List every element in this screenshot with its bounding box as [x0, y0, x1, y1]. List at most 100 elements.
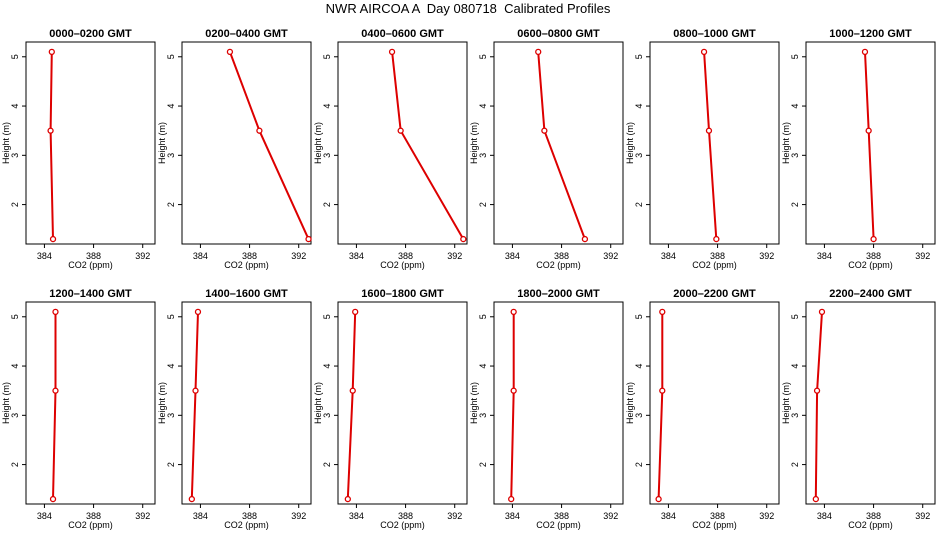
profile-panel: 0000–0200 GMT 384 388 392 2 3 4 5 CO2 (ppm) Heigh… [1, 28, 156, 270]
plot-frame [337, 41, 468, 245]
data-point [813, 387, 821, 394]
profile-panel: 1600–1800 GMT 384 388 392 2 3 4 5 CO2 (ppm) Heigh… [313, 288, 468, 530]
y-tick-label: 5 [322, 314, 332, 319]
panel-title: 0400–0600 GMT [361, 28, 444, 40]
data-point [226, 48, 234, 56]
y-tick-label: 3 [322, 153, 332, 158]
x-axis-label: CO2 (ppm) [536, 260, 581, 270]
y-tick-label: 5 [10, 54, 20, 59]
data-point [865, 127, 872, 134]
data-point [700, 48, 708, 56]
x-tick-label: 388 [86, 251, 101, 261]
y-axis-label: Height (m) [1, 122, 11, 164]
profile-line [391, 51, 465, 240]
y-tick-label: 4 [10, 104, 20, 109]
profile-panel: 0800–1000 GMT 384 388 392 2 3 4 5 CO2 (ppm) Heigh… [625, 28, 780, 270]
x-tick-label: 384 [661, 251, 676, 261]
y-tick-label: 2 [478, 202, 488, 207]
data-point [305, 235, 312, 243]
data-point [581, 235, 589, 243]
y-tick-label: 5 [10, 314, 20, 319]
x-axis-label: CO2 (ppm) [536, 520, 581, 530]
data-point [713, 235, 720, 243]
y-tick-label: 3 [634, 153, 644, 158]
y-tick-label: 2 [10, 462, 20, 467]
plot-frame [25, 301, 156, 505]
x-tick-label: 392 [447, 511, 462, 521]
x-axis-label: CO2 (ppm) [692, 260, 737, 270]
profile-panel: 0600–0800 GMT 384 388 392 2 3 4 5 CO2 (ppm) Heigh… [469, 28, 624, 270]
x-tick-label: 392 [291, 251, 306, 261]
data-point [812, 495, 819, 503]
y-tick-label: 2 [478, 462, 488, 467]
x-axis-label: CO2 (ppm) [848, 260, 893, 270]
y-tick-label: 3 [790, 153, 800, 158]
x-tick-label: 384 [817, 251, 832, 261]
x-tick-label: 388 [398, 251, 413, 261]
data-point [818, 308, 826, 316]
data-point [52, 387, 59, 394]
y-tick-label: 5 [790, 54, 800, 59]
y-tick-label: 4 [790, 104, 800, 109]
y-tick-label: 4 [10, 364, 20, 369]
x-tick-label: 388 [866, 511, 881, 521]
y-tick-label: 3 [478, 153, 488, 158]
x-tick-label: 384 [505, 251, 520, 261]
data-point [47, 127, 54, 134]
x-tick-label: 392 [603, 251, 618, 261]
x-tick-label: 388 [242, 511, 257, 521]
plot-frame [493, 301, 624, 505]
y-tick-label: 5 [634, 314, 644, 319]
x-tick-label: 388 [554, 511, 569, 521]
y-tick-label: 4 [790, 364, 800, 369]
y-axis-label: Height (m) [157, 122, 167, 164]
data-point [508, 495, 515, 503]
panel-title: 0200–0400 GMT [205, 28, 288, 40]
y-tick-label: 5 [790, 314, 800, 319]
page-title: NWR AIRCOA A Day 080718 Calibrated Profi… [325, 1, 611, 16]
x-tick-label: 392 [291, 511, 306, 521]
y-axis-label: Height (m) [313, 382, 323, 424]
y-tick-label: 2 [166, 202, 176, 207]
data-point [460, 235, 467, 243]
plot-frame [805, 301, 936, 505]
y-tick-label: 3 [10, 153, 20, 158]
x-tick-label: 392 [447, 251, 462, 261]
data-point [192, 387, 199, 394]
profile-line [864, 51, 875, 240]
y-axis-label: Height (m) [469, 122, 479, 164]
data-point [352, 308, 359, 316]
y-tick-label: 2 [322, 202, 332, 207]
y-tick-label: 3 [10, 413, 20, 418]
profile-line [510, 311, 515, 500]
y-axis-label: Height (m) [157, 382, 167, 424]
data-point [510, 308, 517, 316]
panel-title: 1800–2000 GMT [517, 288, 600, 300]
y-axis-label: Height (m) [781, 382, 791, 424]
x-tick-label: 388 [242, 251, 257, 261]
panel-title: 0800–1000 GMT [673, 28, 756, 40]
y-axis-label: Height (m) [1, 382, 11, 424]
y-tick-label: 5 [478, 54, 488, 59]
panel-title: 1600–1800 GMT [361, 288, 444, 300]
y-axis-label: Height (m) [625, 122, 635, 164]
x-tick-label: 388 [866, 251, 881, 261]
data-point [659, 387, 666, 394]
y-axis-label: Height (m) [781, 122, 791, 164]
panel-title: 2200–2400 GMT [829, 288, 912, 300]
plot-frame [181, 41, 312, 245]
x-axis-label: CO2 (ppm) [692, 520, 737, 530]
data-point [510, 387, 517, 394]
x-tick-label: 384 [817, 511, 832, 521]
y-tick-label: 4 [322, 364, 332, 369]
x-tick-label: 388 [398, 511, 413, 521]
y-axis-label: Height (m) [469, 382, 479, 424]
x-tick-label: 392 [915, 511, 930, 521]
data-point [705, 127, 713, 134]
profile-panel: 1200–1400 GMT 384 388 392 2 3 4 5 CO2 (ppm) Heigh… [1, 288, 156, 530]
x-tick-label: 392 [135, 251, 150, 261]
y-tick-label: 4 [478, 104, 488, 109]
profile-line [49, 51, 54, 240]
y-tick-label: 5 [478, 314, 488, 319]
y-tick-label: 4 [322, 104, 332, 109]
